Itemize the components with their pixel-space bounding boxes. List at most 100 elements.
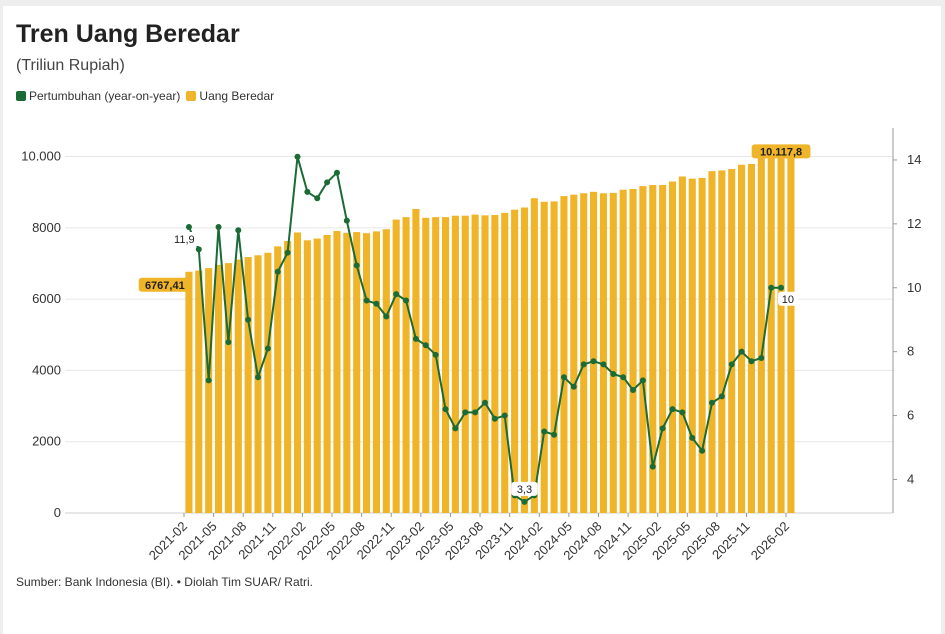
y-tick-label-left: 8000 xyxy=(32,220,61,235)
growth-point xyxy=(412,335,419,342)
growth-point xyxy=(580,361,587,368)
line-data-label-bg xyxy=(511,481,538,496)
bar-uang-beredar xyxy=(471,214,479,513)
bar-uang-beredar xyxy=(274,246,282,513)
growth-point xyxy=(393,291,400,298)
y-tick-label-right: 12 xyxy=(907,216,921,231)
growth-point xyxy=(590,358,597,365)
growth-point xyxy=(215,224,222,231)
bar-uang-beredar xyxy=(422,217,430,514)
y-tick-label-left: 0 xyxy=(54,505,61,520)
bar-uang-beredar xyxy=(214,264,223,513)
bar-uang-beredar xyxy=(668,181,677,513)
bar-uang-beredar xyxy=(402,217,410,514)
bar-uang-beredar xyxy=(560,196,568,514)
x-tick-label: 2026-02 xyxy=(748,519,792,563)
bar-uang-beredar xyxy=(688,178,696,514)
bar-uang-beredar xyxy=(254,255,262,513)
growth-point xyxy=(373,300,380,307)
bar-uang-beredar xyxy=(481,215,489,514)
source-note: Sumber: Bank Indonesia (BI). • Diolah Ti… xyxy=(16,575,313,589)
bar-uang-beredar xyxy=(511,209,519,513)
y-tick-label-left: 4000 xyxy=(32,362,61,377)
bar-uang-beredar xyxy=(372,231,380,513)
bar-uang-beredar xyxy=(520,207,529,514)
bar-uang-beredar xyxy=(728,168,736,514)
y-tick-label-left: 2000 xyxy=(32,434,61,449)
y-tick-label-right: 10 xyxy=(907,280,921,295)
bar-uang-beredar xyxy=(757,156,765,513)
chart-legend: Pertumbuhan (year-on-year) Uang Beredar xyxy=(16,89,280,103)
legend-label-money-supply: Uang Beredar xyxy=(199,89,275,103)
growth-point xyxy=(235,227,242,234)
bar-uang-beredar xyxy=(323,234,331,513)
growth-point xyxy=(620,374,627,381)
growth-point xyxy=(205,377,212,384)
growth-point xyxy=(659,425,666,432)
legend-label-growth: Pertumbuhan (year-on-year) xyxy=(29,89,181,103)
growth-point xyxy=(541,428,548,435)
y-tick-label-right: 14 xyxy=(907,152,921,167)
legend-swatch-money-supply xyxy=(186,91,197,101)
bar-data-label: 10.117,8 xyxy=(760,146,802,158)
bar-uang-beredar xyxy=(540,201,548,513)
bar-uang-beredar xyxy=(303,240,311,513)
bar-uang-beredar xyxy=(264,252,272,513)
growth-point xyxy=(639,377,646,384)
growth-point xyxy=(383,313,390,320)
growth-point xyxy=(521,498,528,505)
bar-uang-beredar xyxy=(659,185,667,513)
growth-point xyxy=(501,412,508,419)
growth-point xyxy=(294,153,301,160)
growth-point xyxy=(333,169,340,176)
bar-uang-beredar xyxy=(777,152,785,514)
bar-uang-beredar xyxy=(580,193,588,513)
growth-point xyxy=(758,355,765,362)
growth-point xyxy=(304,188,311,195)
y-tick-label-right: 8 xyxy=(907,344,914,359)
growth-point xyxy=(699,447,706,454)
growth-point xyxy=(768,284,775,291)
bar-uang-beredar xyxy=(363,233,371,513)
growth-point xyxy=(245,316,252,323)
growth-point xyxy=(738,348,745,355)
bar-uang-beredar xyxy=(619,189,627,513)
y-tick-label-left: 10.000 xyxy=(21,149,61,164)
growth-point xyxy=(324,179,331,186)
legend-item-growth[interactable]: Pertumbuhan (year-on-year) xyxy=(16,89,180,103)
line-data-label: 11,9 xyxy=(174,234,195,246)
growth-point xyxy=(462,409,469,416)
chart-subtitle: (Triliun Rupiah) xyxy=(16,57,125,74)
bar-uang-beredar xyxy=(313,238,321,513)
growth-point xyxy=(649,463,656,470)
growth-point xyxy=(560,374,567,381)
bar-data-label: 6767,41 xyxy=(145,280,185,292)
line-data-label: 3,3 xyxy=(517,484,532,496)
line-data-label-bg xyxy=(778,291,798,306)
bar-uang-beredar xyxy=(708,171,716,513)
line-data-label-bg xyxy=(167,232,201,247)
bar-uang-beredar xyxy=(451,215,459,513)
bar-uang-beredar xyxy=(392,219,400,514)
growth-point xyxy=(432,351,439,358)
bar-uang-beredar xyxy=(205,268,213,513)
legend-item-money-supply[interactable]: Uang Beredar xyxy=(186,89,274,103)
bar-uang-beredar xyxy=(244,257,252,513)
bar-data-label-bg xyxy=(138,277,191,292)
growth-point xyxy=(570,383,577,390)
bar-uang-beredar xyxy=(441,217,450,514)
bar-uang-beredar xyxy=(570,194,578,513)
growth-point xyxy=(482,399,488,406)
bar-uang-beredar xyxy=(501,212,509,513)
growth-point xyxy=(403,297,410,304)
bar-uang-beredar xyxy=(530,198,538,513)
growth-point xyxy=(708,399,715,406)
growth-point xyxy=(452,425,459,432)
growth-point xyxy=(274,268,281,275)
growth-point xyxy=(728,361,735,368)
bar-data-label-bg xyxy=(751,144,811,159)
growth-point xyxy=(185,224,192,231)
bar-uang-beredar xyxy=(185,271,193,513)
y-tick-label-right: 6 xyxy=(907,408,914,423)
